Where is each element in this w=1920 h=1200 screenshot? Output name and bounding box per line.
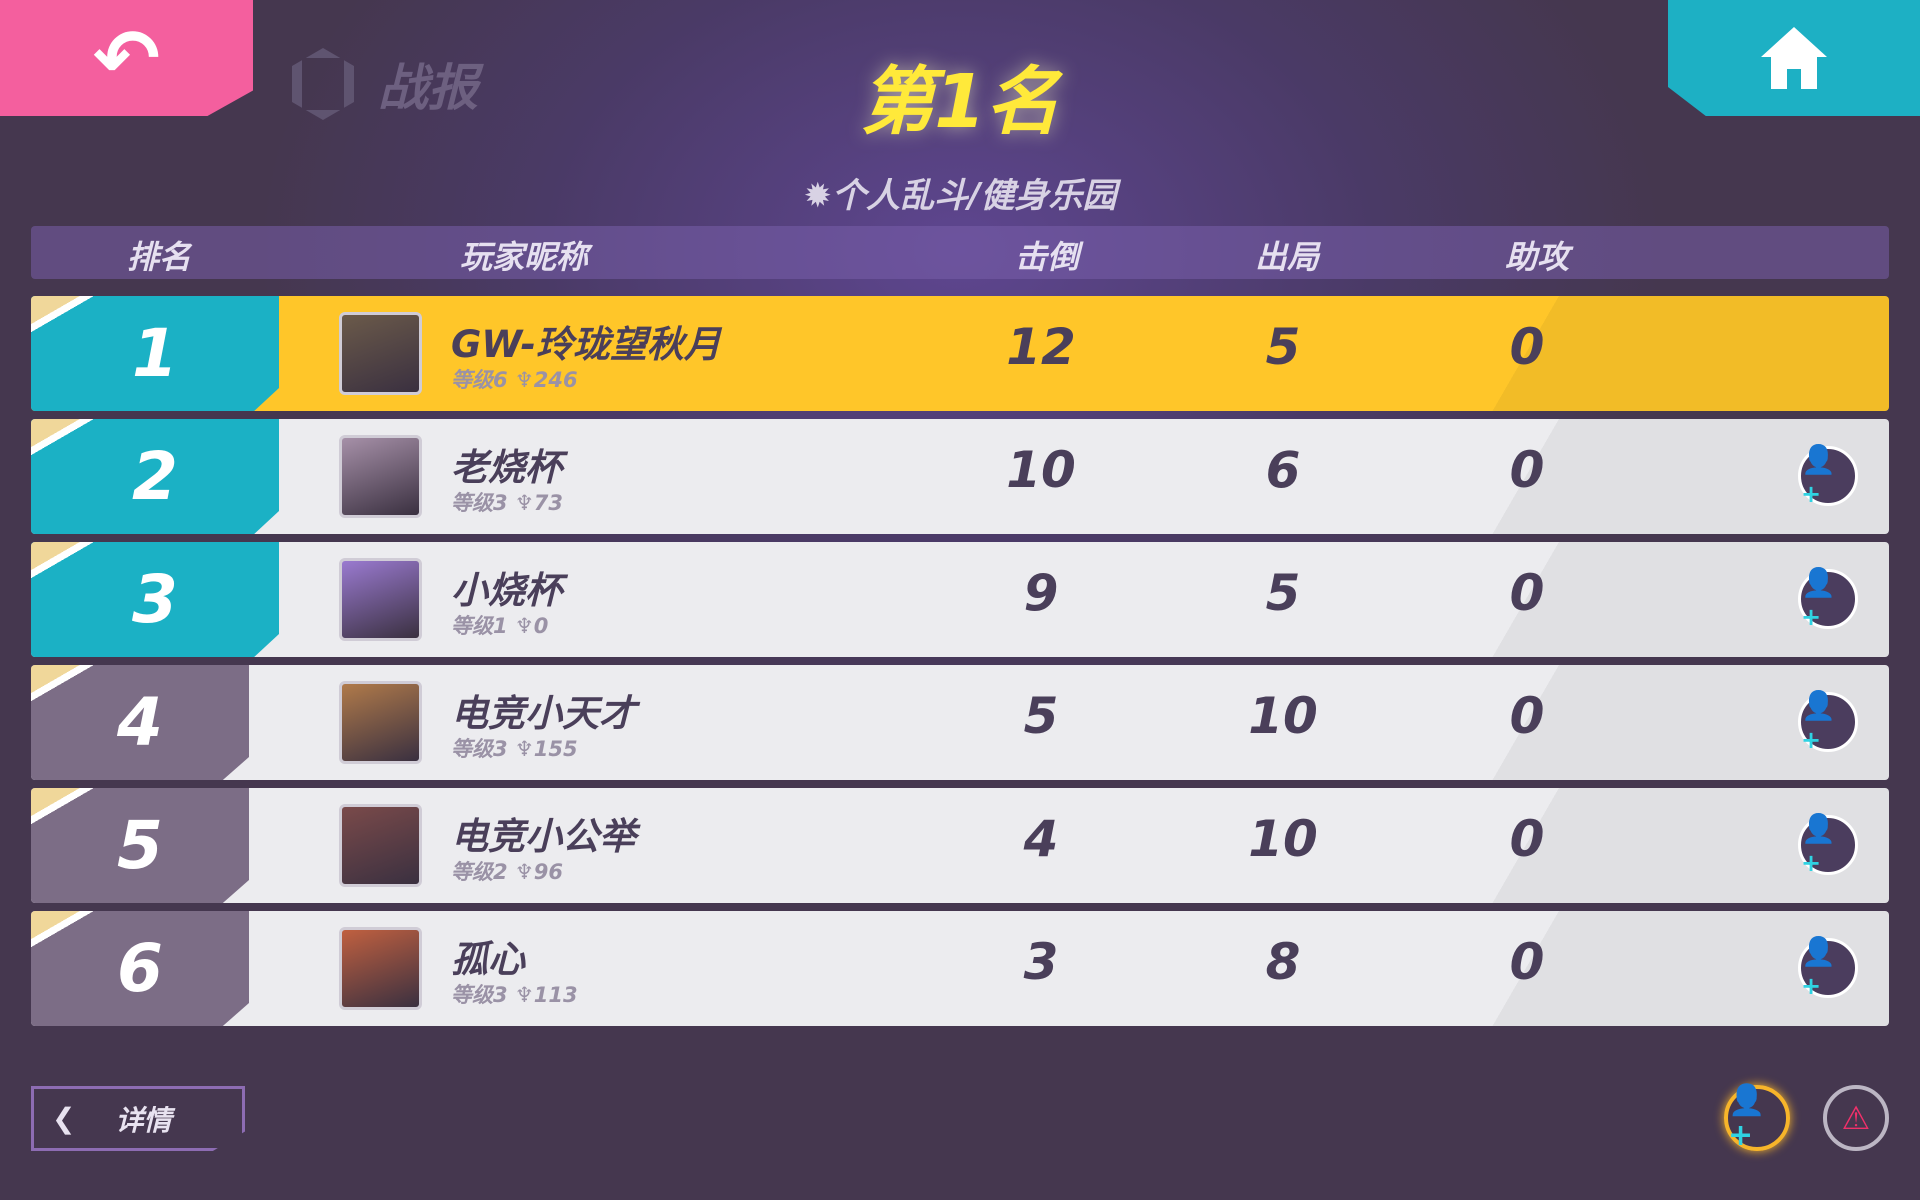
add-friend-icon: 👤+: [1801, 812, 1836, 877]
player-level: 等级2 ♆96: [451, 860, 563, 884]
table-row: 3 小烧杯 等级1 ♆0 9 5 0 👤+: [31, 542, 1889, 657]
add-friend-icon: 👤+: [1801, 443, 1836, 508]
add-friend-icon: 👤+: [1728, 1083, 1766, 1153]
assists-value: 0: [1509, 687, 1545, 745]
report-button[interactable]: ⚠: [1823, 1085, 1889, 1151]
trophy-icon: ♆: [514, 614, 534, 638]
home-button[interactable]: [1668, 0, 1920, 116]
assists-value: 0: [1509, 810, 1545, 868]
player-avatar[interactable]: [339, 927, 422, 1010]
trophy-icon: ♆: [514, 983, 534, 1007]
assists-value: 0: [1509, 318, 1545, 376]
rank-stripe: [31, 542, 101, 582]
deaths-value: 10: [1248, 810, 1318, 868]
details-button[interactable]: ❮ 详情: [31, 1086, 245, 1151]
add-friend-all-button[interactable]: 👤+: [1724, 1083, 1790, 1153]
home-icon: [1761, 27, 1827, 89]
kills-value: 4: [1023, 810, 1059, 868]
game-mode: ✹个人乱斗/健身乐园: [803, 176, 1117, 216]
kills-value: 12: [1006, 318, 1076, 376]
player-level: 等级6 ♆246: [451, 368, 578, 392]
chevron-left-icon: ❮: [52, 1102, 76, 1135]
player-name: 电竞小公举: [451, 815, 636, 858]
kills-value: 10: [1006, 441, 1076, 499]
assists-value: 0: [1509, 441, 1545, 499]
player-name: 孤心: [451, 938, 525, 981]
player-name: GW-玲珑望秋月: [451, 323, 721, 366]
assists-value: 0: [1509, 933, 1545, 991]
trophy-icon: ♆: [514, 860, 534, 884]
kills-value: 3: [1023, 933, 1059, 991]
trophy-icon: ♆: [514, 737, 534, 761]
deaths-value: 5: [1265, 564, 1301, 622]
trophy-count: 155: [533, 737, 578, 761]
player-level: 等级3 ♆73: [451, 491, 563, 515]
table-row: 2 老烧杯 等级3 ♆73 10 6 0 👤+: [31, 419, 1889, 534]
assists-value: 0: [1509, 564, 1545, 622]
table-row: 4 电竞小天才 等级3 ♆155 5 10 0 👤+: [31, 665, 1889, 780]
player-level: 等级1 ♆0: [451, 614, 549, 638]
player-avatar[interactable]: [339, 558, 422, 641]
kills-value: 5: [1023, 687, 1059, 745]
col-deaths: 出局: [1254, 238, 1320, 276]
add-friend-button[interactable]: 👤+: [1798, 935, 1858, 1000]
rank-stripe: [31, 296, 101, 336]
player-avatar[interactable]: [339, 312, 422, 395]
trophy-count: 73: [533, 491, 563, 515]
trophy-count: 96: [533, 860, 563, 884]
table-header: 排名 玩家昵称 击倒 出局 助攻: [31, 226, 1889, 279]
battle-report-logo: 战报: [292, 48, 478, 120]
col-assists: 助攻: [1504, 238, 1570, 276]
rank-stripe: [31, 419, 101, 459]
mode-badge-icon: ✹: [803, 176, 833, 216]
player-name: 小烧杯: [451, 569, 562, 612]
player-level: 等级3 ♆113: [451, 983, 578, 1007]
add-friend-button[interactable]: 👤+: [1798, 812, 1858, 877]
add-friend-icon: 👤+: [1801, 566, 1836, 631]
col-kills: 击倒: [1014, 238, 1080, 276]
section-title: 战报: [378, 59, 478, 117]
rank-stripe: [31, 788, 101, 828]
kills-value: 9: [1023, 564, 1059, 622]
player-avatar[interactable]: [339, 681, 422, 764]
deaths-value: 10: [1248, 687, 1318, 745]
result-title: 第1名: [860, 59, 1060, 145]
logo-icon: [292, 48, 354, 120]
add-friend-button[interactable]: 👤+: [1798, 566, 1858, 631]
trophy-count: 246: [533, 368, 578, 392]
rank-badge: 1: [31, 296, 279, 411]
add-friend-icon: 👤+: [1801, 689, 1836, 754]
trophy-icon: ♆: [514, 368, 534, 392]
player-name: 老烧杯: [451, 446, 562, 489]
trophy-count: 113: [533, 983, 578, 1007]
deaths-value: 6: [1265, 441, 1301, 499]
deaths-value: 5: [1265, 318, 1301, 376]
back-button[interactable]: ↶: [0, 0, 253, 116]
table-row: 1 GW-玲珑望秋月 等级6 ♆246 12 5 0: [31, 296, 1889, 411]
details-label: 详情: [115, 1103, 172, 1137]
col-player: 玩家昵称: [459, 238, 589, 276]
col-rank: 排名: [126, 238, 192, 276]
player-avatar[interactable]: [339, 435, 422, 518]
player-avatar[interactable]: [339, 804, 422, 887]
player-level: 等级3 ♆155: [451, 737, 578, 761]
add-friend-icon: 👤+: [1801, 935, 1836, 1000]
undo-arrow-icon: ↶: [92, 11, 161, 105]
table-row: 5 电竞小公举 等级2 ♆96 4 10 0 👤+: [31, 788, 1889, 903]
add-friend-button[interactable]: 👤+: [1798, 443, 1858, 508]
trophy-icon: ♆: [514, 491, 534, 515]
trophy-count: 0: [533, 614, 549, 638]
rank-stripe: [31, 665, 101, 705]
player-name: 电竞小天才: [451, 692, 636, 735]
row-shade: [1389, 296, 1889, 411]
rank-badge: 5: [31, 788, 249, 903]
table-row: 6 孤心 等级3 ♆113 3 8 0 👤+: [31, 911, 1889, 1026]
alarm-icon: ⚠: [1841, 1099, 1871, 1137]
add-friend-button[interactable]: 👤+: [1798, 689, 1858, 754]
deaths-value: 8: [1265, 933, 1301, 991]
rank-stripe: [31, 911, 101, 951]
